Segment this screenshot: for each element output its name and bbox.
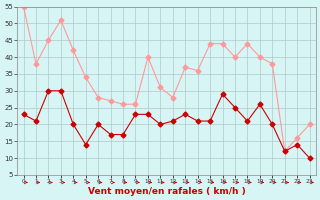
X-axis label: Vent moyen/en rafales ( km/h ): Vent moyen/en rafales ( km/h )	[88, 187, 245, 196]
